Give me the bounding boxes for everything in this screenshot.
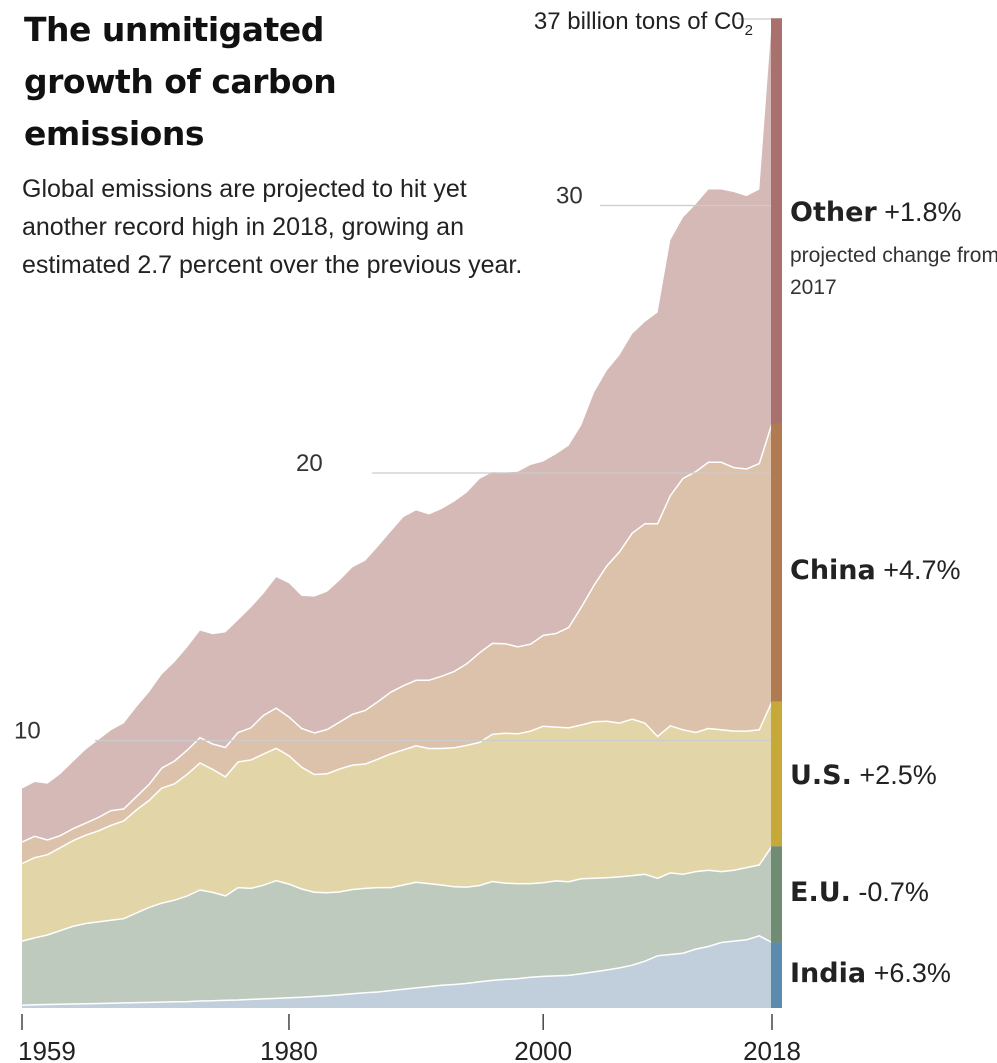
change-bar-us bbox=[771, 701, 782, 847]
series-change-eu: -0.7% bbox=[858, 877, 929, 907]
area-india bbox=[22, 935, 772, 1008]
x-tick-label-2018: 2018 bbox=[743, 1036, 801, 1063]
series-label-india: India +6.3% bbox=[790, 958, 951, 989]
change-bar-eu bbox=[771, 846, 782, 943]
chart-subtitle: Global emissions are projected to hit ye… bbox=[22, 175, 523, 279]
series-label-china: China +4.7% bbox=[790, 555, 961, 586]
area-layers bbox=[22, 18, 772, 1008]
projected-change-note: projected change from 2017 bbox=[790, 244, 997, 299]
boundary-us bbox=[21, 701, 773, 865]
area-us bbox=[22, 701, 772, 942]
change-bar-india bbox=[771, 942, 782, 1008]
series-name-other: Other bbox=[790, 197, 877, 228]
x-tick-label-2000: 2000 bbox=[514, 1036, 572, 1063]
y-tick-label-10: 10 bbox=[14, 718, 41, 745]
projected-change-bars bbox=[771, 18, 782, 1008]
area-boundaries bbox=[21, 423, 773, 1007]
series-name-india: India bbox=[790, 958, 867, 989]
area-other bbox=[22, 18, 772, 843]
series-label-us: U.S. +2.5% bbox=[790, 760, 937, 791]
series-name-china: China bbox=[790, 555, 876, 586]
series-name-us: U.S. bbox=[790, 760, 852, 791]
series-change-other: +1.8% bbox=[884, 197, 962, 227]
top-value-label: 37 billion tons of C02 bbox=[534, 8, 753, 39]
change-bar-china bbox=[771, 423, 782, 702]
series-name-eu: E.U. bbox=[790, 877, 851, 908]
change-bar-other bbox=[771, 18, 782, 424]
y-tick-label-30: 30 bbox=[556, 183, 583, 210]
boundary-eu bbox=[21, 845, 773, 942]
chart-title: The unmitigated growth of carbon emissio… bbox=[24, 10, 337, 153]
x-tick-label-1980: 1980 bbox=[260, 1036, 318, 1063]
boundary-india bbox=[21, 934, 773, 1007]
y-tick-label-20: 20 bbox=[296, 450, 323, 477]
gridlines: 10 20 30 bbox=[14, 18, 772, 745]
x-tick-label-1959: 1959 bbox=[18, 1036, 76, 1063]
series-change-china: +4.7% bbox=[883, 555, 961, 585]
series-change-india: +6.3% bbox=[873, 958, 951, 988]
boundary-china bbox=[21, 423, 773, 843]
series-label-eu: E.U. -0.7% bbox=[790, 877, 929, 908]
x-axis: 1959 1980 2000 2018 bbox=[18, 1014, 801, 1063]
area-eu bbox=[22, 846, 772, 1006]
area-china bbox=[22, 423, 772, 864]
top-value-subscript: 2 bbox=[744, 21, 753, 39]
series-label-other: Other +1.8% bbox=[790, 197, 962, 228]
series-change-us: +2.5% bbox=[859, 760, 937, 790]
top-value-text: 37 billion tons of C0 bbox=[533, 8, 745, 35]
